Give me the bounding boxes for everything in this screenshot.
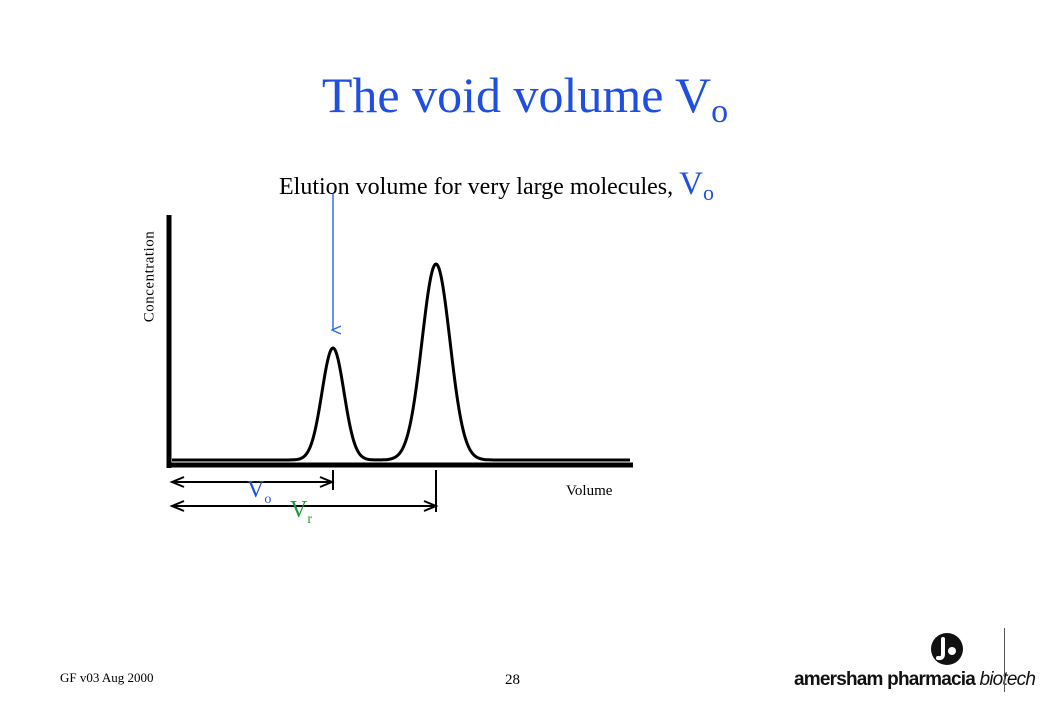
vo-label-sub: o — [264, 492, 272, 507]
company-logo: amersham pharmacia biotech — [790, 628, 1036, 694]
subtitle-symbol-main: V — [679, 166, 703, 202]
vo-arrowhead-left — [169, 476, 185, 488]
vr-label-sub: r — [307, 512, 313, 527]
slide-subtitle: Elution volume for very large molecules,… — [279, 166, 714, 206]
x-axis-label: Volume — [566, 483, 613, 499]
slide-title: The void volume Vo — [0, 66, 1040, 131]
subtitle-text: Elution volume for very large molecules, — [279, 174, 674, 200]
vr-arrowhead-left — [169, 500, 185, 512]
logo-text-main: amersham pharmacia — [794, 669, 976, 690]
amersham-logo-icon — [931, 633, 963, 665]
title-main-text: The void volume V — [321, 67, 712, 123]
elution-curve — [171, 262, 631, 462]
logo-divider — [1004, 628, 1005, 692]
logo-mark-dot — [948, 647, 956, 655]
logo-mark-stroke — [936, 637, 945, 661]
vo-arrowhead-right — [319, 476, 335, 488]
vr-arrowhead-right — [423, 500, 439, 512]
vr-label-main: V — [290, 497, 308, 523]
title-subscript: o — [711, 93, 729, 130]
subtitle-symbol: Vo — [679, 166, 714, 205]
vr-label: Vr — [290, 497, 312, 528]
subtitle-symbol-sub: o — [702, 180, 714, 205]
vo-label-main: V — [247, 477, 265, 503]
footer-version-text: GF v03 Aug 2000 — [60, 670, 154, 685]
y-axis-label: Concentration — [141, 230, 158, 323]
logo-wordmark: amersham pharmacia biotech — [794, 669, 1036, 691]
vo-label: Vo — [247, 477, 271, 508]
logo-text-bio: biotech — [979, 669, 1036, 690]
page-number: 28 — [505, 672, 520, 688]
logo-mark-circle — [931, 633, 963, 665]
